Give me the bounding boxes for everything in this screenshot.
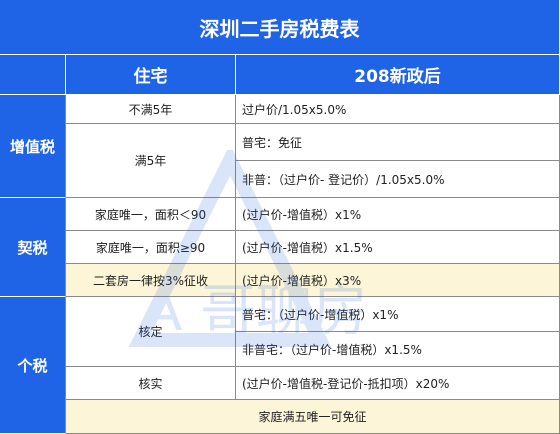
deed-condition-large: 家庭唯一，面积≥90 xyxy=(66,231,236,264)
income-rule-nonordinary: 非普宅：（过户价-增值税）x1.5% xyxy=(236,332,560,367)
deed-rule-small: (过户价-增值税）x1% xyxy=(236,198,560,231)
corner-header xyxy=(0,55,66,95)
vat-condition-under5: 不满5年 xyxy=(66,95,236,124)
income-condition-assessed: 核定 xyxy=(66,297,236,367)
vat-rule-ordinary: 普宅：免征 xyxy=(236,124,560,161)
table-title: 深圳二手房税费表 xyxy=(0,0,560,55)
deed-rule-second: (过户价-增值税）x3% xyxy=(236,264,560,297)
vat-rule-nonordinary: 非普：（过户价- 登记价）/1.05x5.0% xyxy=(236,161,560,198)
income-condition-verified: 核实 xyxy=(66,367,236,400)
vat-condition-over5: 满5年 xyxy=(66,124,236,198)
deed-rule-large: (过户价-增值税）x1.5% xyxy=(236,231,560,264)
deed-condition-small: 家庭唯一，面积＜90 xyxy=(66,198,236,231)
income-rule-verified: (过户价-增值税-登记价-抵扣项）x20% xyxy=(236,367,560,400)
section-deed-label: 契税 xyxy=(0,198,66,297)
section-vat-label: 增值税 xyxy=(0,95,66,198)
vat-rule-under5: 过户价/1.05x5.0% xyxy=(236,95,560,124)
column-header-policy: 208新政后 xyxy=(236,55,560,95)
income-rule-ordinary: 普宅：（过户价-增值税）x1% xyxy=(236,297,560,332)
deed-condition-second: 二套房一律按3%征收 xyxy=(66,264,236,297)
income-exemption-note: 家庭满五唯一可免征 xyxy=(66,400,560,434)
column-header-type: 住宅 xyxy=(66,55,236,95)
section-income-label: 个税 xyxy=(0,297,66,434)
